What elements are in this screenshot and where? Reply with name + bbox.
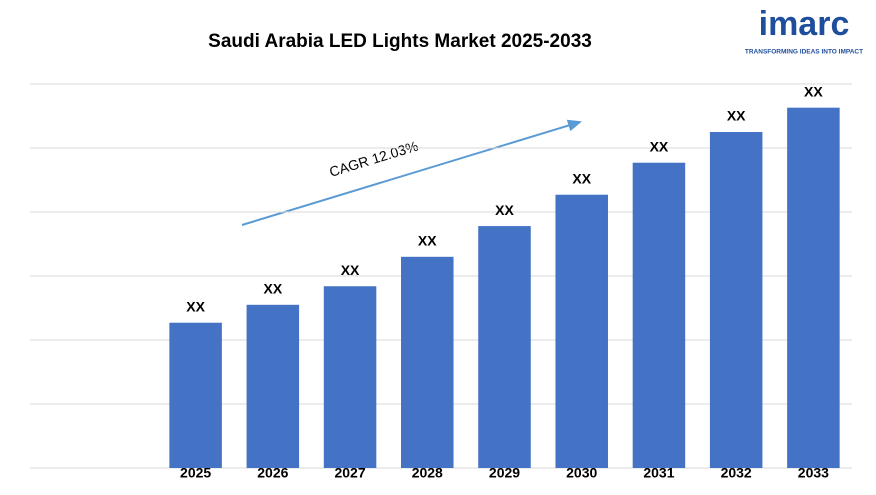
bar (401, 256, 454, 468)
bar (787, 107, 840, 469)
data-label: XX (418, 233, 437, 249)
bar (246, 304, 300, 468)
data-label: XX (495, 202, 514, 218)
data-label: XX (727, 108, 746, 124)
cagr-arrow (241, 119, 582, 226)
bar (555, 194, 608, 468)
x-tick-label: 2030 (566, 465, 597, 481)
x-tick-label: 2032 (721, 465, 752, 481)
data-label: XX (572, 170, 591, 186)
x-tick-label: 2028 (412, 465, 443, 481)
chart-title: Saudi Arabia LED Lights Market 2025-2033 (208, 31, 592, 52)
x-tick-label: 2025 (180, 465, 211, 481)
bar (323, 286, 377, 468)
data-label: XX (186, 298, 205, 314)
x-tick-label: 2029 (489, 465, 520, 481)
cagr-annotation: CAGR 12.03% (327, 138, 419, 180)
bar (169, 322, 222, 468)
logo-tagline: TRANSFORMING IDEAS INTO IMPACT (745, 49, 863, 56)
x-tick-label: 2033 (798, 465, 829, 481)
logo-name: imarc (759, 5, 850, 43)
bar (478, 226, 531, 468)
data-label: XX (263, 281, 282, 297)
data-label: XX (650, 138, 669, 154)
x-tick-label: 2027 (334, 465, 365, 481)
data-label: XX (341, 262, 360, 278)
data-label: XX (804, 83, 823, 99)
x-tick-label: 2026 (257, 465, 288, 481)
x-tick-label: 2031 (643, 465, 674, 481)
bar (709, 132, 763, 468)
bar (632, 162, 686, 468)
